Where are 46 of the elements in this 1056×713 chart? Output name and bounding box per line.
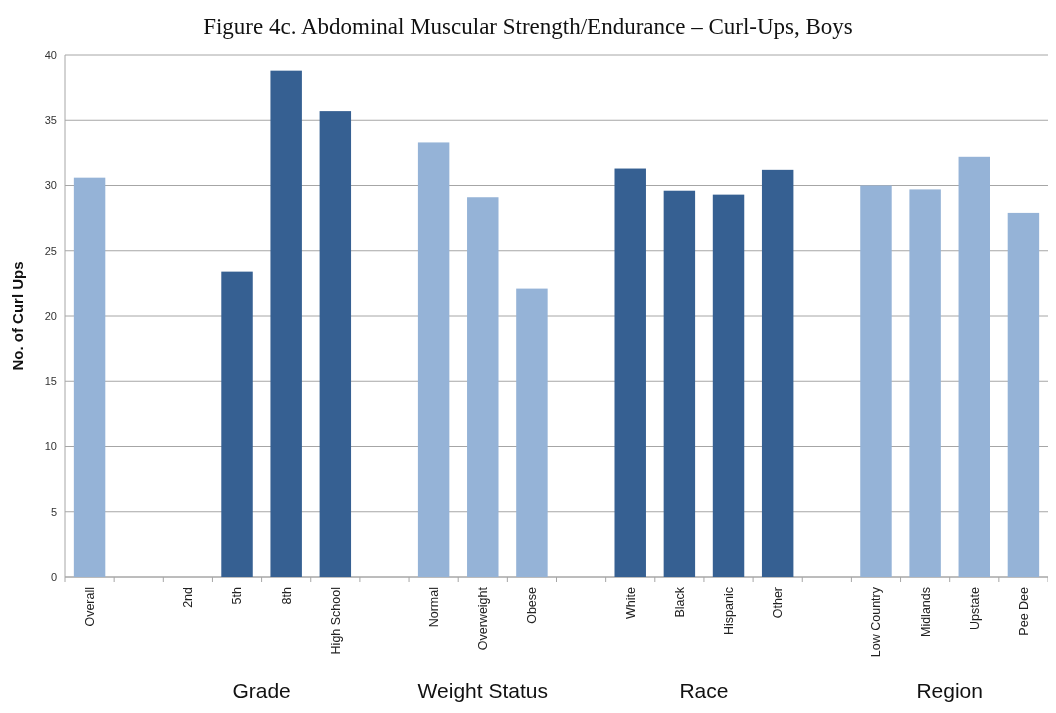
chart-title: Figure 4c. Abdominal Muscular Strength/Endurance – Curl-Ups, Boys — [203, 14, 853, 39]
x-tick-label: Other — [771, 587, 786, 619]
x-tick-label: Overall — [82, 587, 97, 627]
bar — [860, 185, 892, 577]
bar — [73, 177, 106, 577]
x-tick-label: 2nd — [181, 586, 196, 608]
x-tick-label: Pee Dee — [1016, 586, 1031, 636]
bar — [614, 168, 646, 577]
bar — [467, 197, 499, 577]
y-tick-label: 35 — [44, 114, 57, 127]
x-tick-label: White — [623, 586, 638, 619]
y-tick-label: 10 — [44, 440, 57, 453]
x-tick-label: Midlands — [918, 587, 933, 638]
x-tick-label: Normal — [427, 587, 441, 628]
y-tick-label: 25 — [44, 244, 57, 257]
y-axis-title: No. of Curl Ups — [9, 261, 26, 371]
bar — [516, 288, 548, 577]
text: Region — [916, 679, 983, 702]
y-tick-label: 0 — [50, 570, 57, 583]
x-tick-label: Low Country — [869, 586, 884, 658]
x-tick-label: Obese — [525, 586, 540, 624]
x-tick-label: 8th — [279, 586, 294, 605]
text: Grade — [232, 679, 291, 702]
y-tick-label: 40 — [44, 48, 57, 61]
bar — [761, 169, 794, 577]
x-tick-label: Hispanic — [721, 587, 736, 635]
x-tick-label: Black — [672, 586, 687, 618]
x-tick-label: High School — [328, 587, 343, 655]
y-tick-label: 5 — [50, 505, 57, 518]
bar — [712, 194, 745, 577]
text: Weight Status — [417, 679, 548, 702]
y-tick-label: 30 — [44, 179, 57, 192]
bar — [663, 190, 696, 577]
bar — [958, 156, 990, 577]
y-tick-label: 20 — [44, 309, 57, 322]
bar — [221, 271, 253, 577]
bar — [319, 111, 352, 577]
bar — [417, 142, 450, 577]
y-tick-label: 15 — [44, 375, 57, 388]
bar — [909, 189, 941, 577]
x-tick-label: Overweight — [476, 586, 491, 651]
x-tick-label: 5th — [230, 586, 245, 605]
text: Race — [679, 679, 729, 702]
bar — [1007, 212, 1040, 577]
bar — [270, 70, 302, 577]
x-tick-label: Upstate — [967, 586, 982, 631]
